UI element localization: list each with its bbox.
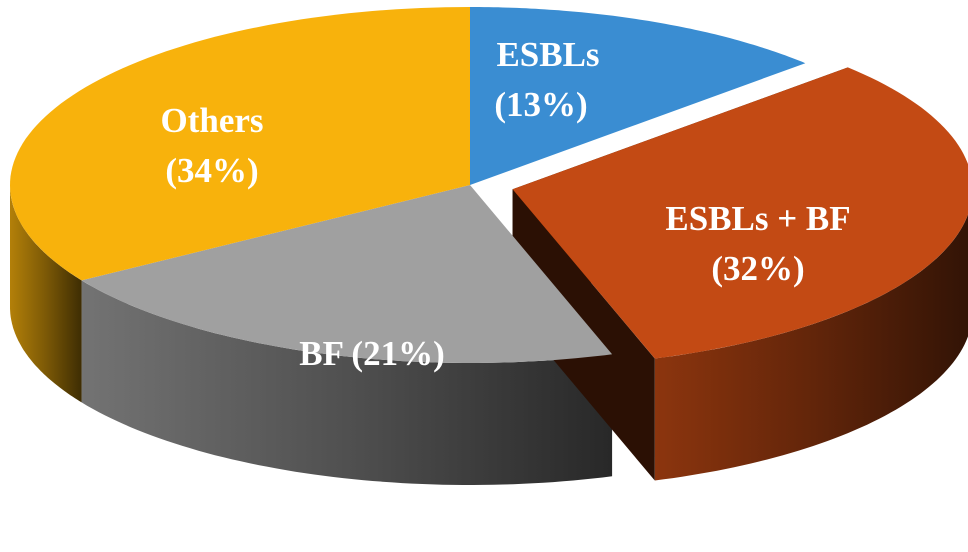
slice-label-1-name: ESBLs + BF bbox=[665, 199, 850, 238]
slice-top-2 bbox=[81, 185, 613, 363]
slice-label-0-pct: (13%) bbox=[494, 85, 587, 124]
slice-side-2 bbox=[81, 280, 613, 485]
slice-label-3-pct: (34%) bbox=[165, 151, 258, 190]
slice-top-1 bbox=[512, 67, 968, 359]
pie-labels: ESBLs (13%) ESBLs + BF (32%) BF (21%) Others (… bbox=[160, 35, 850, 373]
slice-label-3-name: Others bbox=[160, 101, 263, 140]
slice-side-3 bbox=[10, 185, 82, 403]
slice-label-1-pct: (32%) bbox=[711, 249, 804, 288]
pie-tops bbox=[10, 7, 968, 363]
slice-label-2-name: BF (21%) bbox=[299, 334, 445, 373]
slice-side-1 bbox=[654, 214, 968, 481]
slice-top-0 bbox=[470, 7, 806, 185]
slice-top-3 bbox=[10, 7, 470, 281]
slice-label-0-name: ESBLs bbox=[496, 35, 599, 74]
